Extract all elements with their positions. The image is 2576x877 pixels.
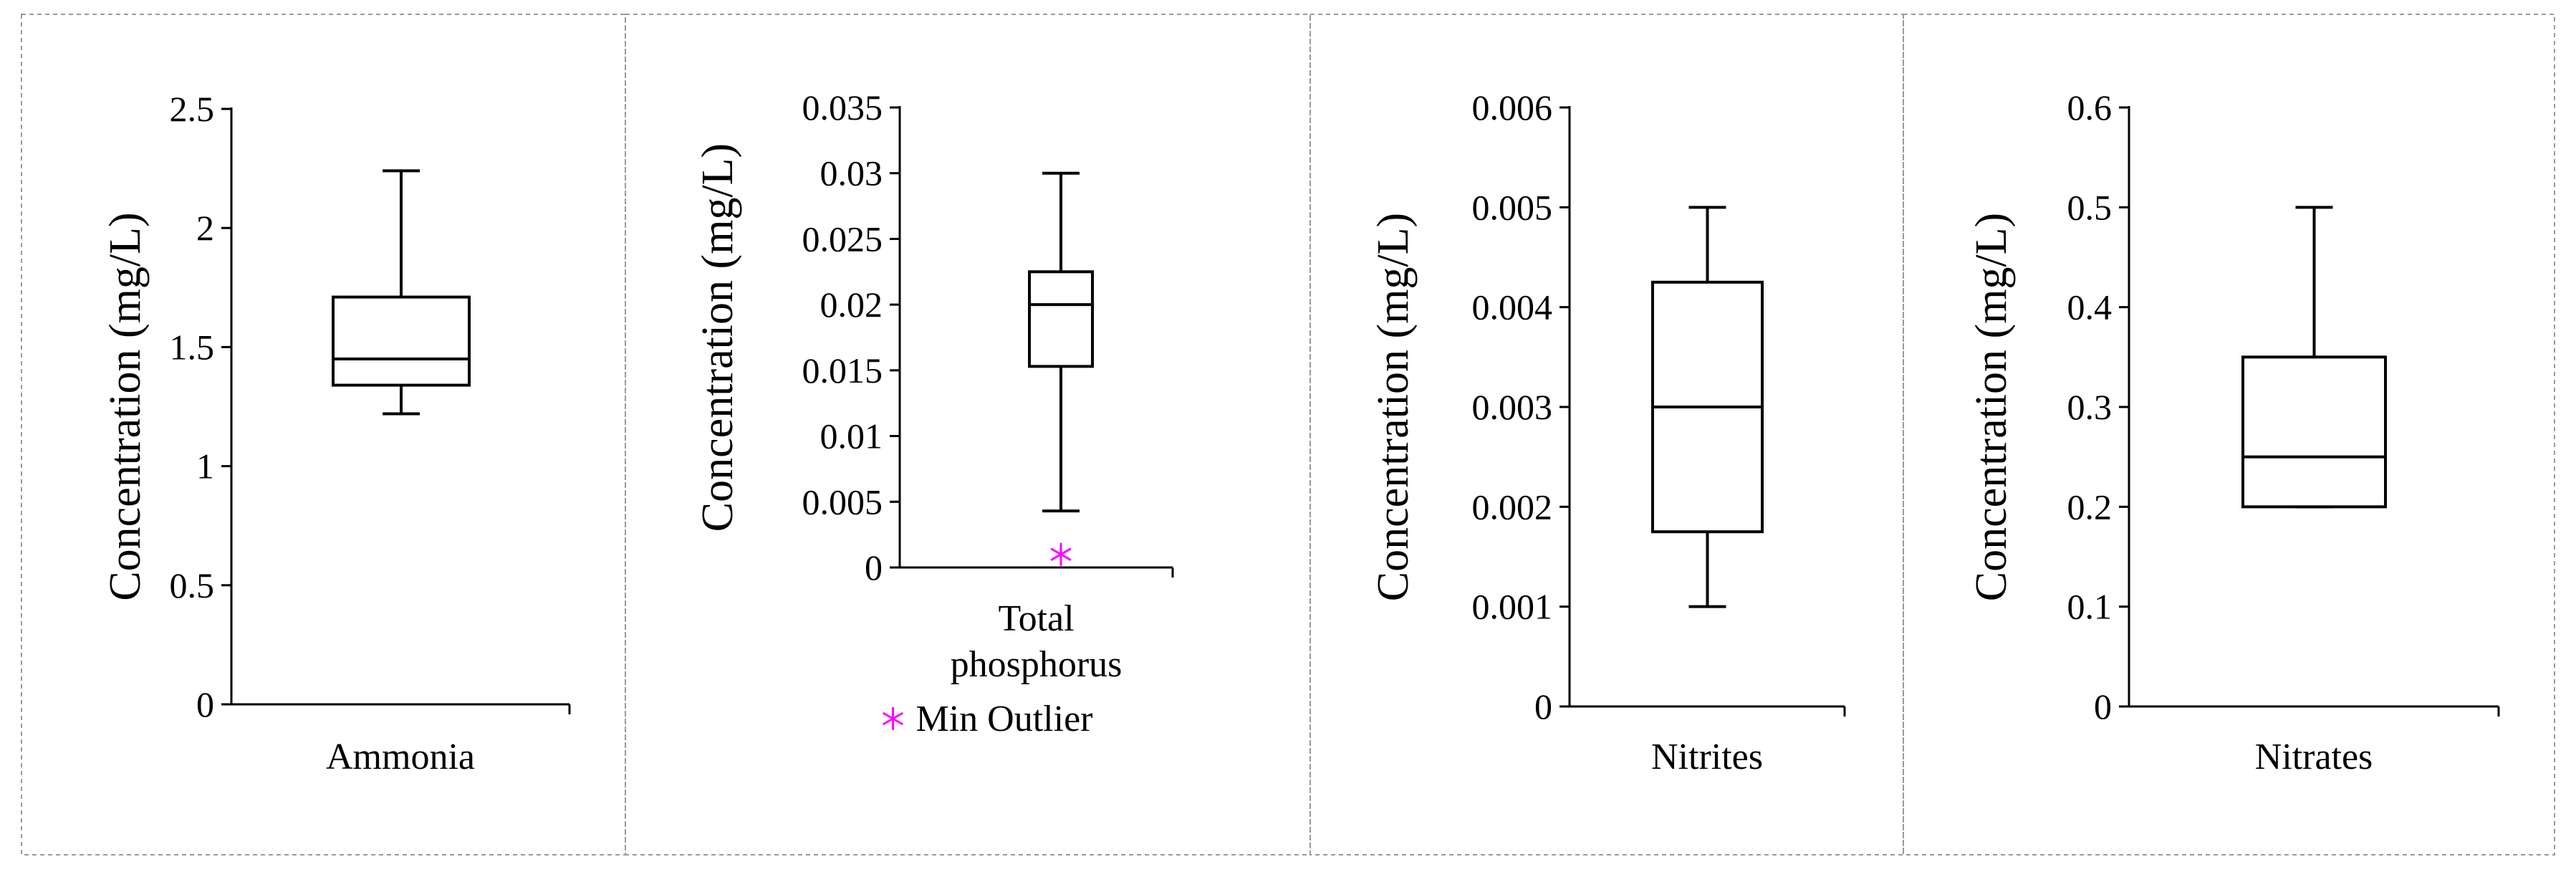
category-label: Ammonia (326, 737, 475, 777)
y-tick-label: 0 (865, 547, 883, 588)
y-tick-label: 0 (196, 684, 214, 724)
category-label: Nitrates (2255, 737, 2373, 777)
box-iqr (1028, 270, 1094, 368)
y-tick-label: 0.4 (2067, 287, 2113, 327)
y-tick-label: 0.5 (2067, 187, 2113, 227)
y-axis-label: Concentration (mg/L) (1967, 213, 2016, 601)
legend-marker (882, 707, 904, 730)
y-tick-label: 0.3 (2067, 387, 2113, 427)
y-tick-label: 0.003 (1472, 387, 1553, 427)
y-tick-label: 1 (196, 446, 214, 487)
box-plot-panel-2: 0 0.005 0.01 0.015 0.02 0.025 0.03 0.035 Concent… (693, 87, 1174, 739)
y-tick-label: 0.006 (1472, 87, 1553, 128)
y-tick-label: 0.005 (802, 481, 883, 522)
y-tick-label: 0.015 (802, 350, 883, 390)
y-tick-label: 0.001 (1472, 587, 1553, 627)
y-axis-label: Concentration (mg/L) (101, 212, 150, 600)
asterisk-stroke (1050, 547, 1072, 561)
box-iqr (332, 295, 471, 387)
legend: Min Outlier (916, 699, 1093, 739)
y-tick-label: 1.5 (170, 327, 215, 367)
y-tick-label: 0.004 (1472, 287, 1553, 327)
panel-frame-3 (1309, 14, 1904, 856)
box-plot-panel-1: 0 0.5 1 1.5 2 2.5 Concentration (mg/L) Ammonia (101, 89, 571, 777)
box-plot-panel-3: 0 0.001 0.002 0.003 0.004 0.005 0.006 Concentra… (1369, 87, 1846, 777)
category-label: phosphorus (951, 644, 1123, 685)
box-iqr (2241, 355, 2387, 509)
y-tick-label: 2 (196, 208, 214, 248)
y-tick-label: 0.6 (2067, 87, 2113, 128)
box-plot-panel-4: 0 0.1 0.2 0.3 0.4 0.5 0.6 Concentration (mg/L) N… (1967, 87, 2500, 777)
y-tick-label: 0.5 (170, 565, 215, 605)
y-axis-label: Concentration (mg/L) (1369, 213, 1418, 601)
y-tick-label: 0 (1534, 686, 1552, 727)
y-tick-label: 0.02 (820, 284, 883, 325)
y-tick-label: 0.2 (2067, 487, 2113, 527)
legend-label: Min Outlier (916, 699, 1093, 739)
panel-frame-1 (21, 14, 626, 856)
y-tick-label: 0.01 (820, 416, 883, 456)
y-tick-label: 0.005 (1472, 187, 1553, 227)
y-axis-label: Concentration (mg/L) (693, 143, 742, 532)
y-tick-label: 0.03 (820, 153, 883, 193)
y-tick-label: 0 (2094, 686, 2112, 727)
category-label: Nitrites (1651, 737, 1763, 777)
asterisk-stroke (882, 711, 904, 726)
y-tick-label: 2.5 (170, 89, 215, 129)
category-label: Total (998, 598, 1074, 639)
y-tick-label: 0.025 (802, 219, 883, 259)
y-tick-label: 0.1 (2067, 587, 2113, 627)
y-tick-label: 0.035 (802, 87, 883, 128)
panel-frame-4 (1903, 14, 2555, 856)
outlier-point (1050, 542, 1072, 566)
y-tick-label: 0.002 (1472, 487, 1553, 527)
